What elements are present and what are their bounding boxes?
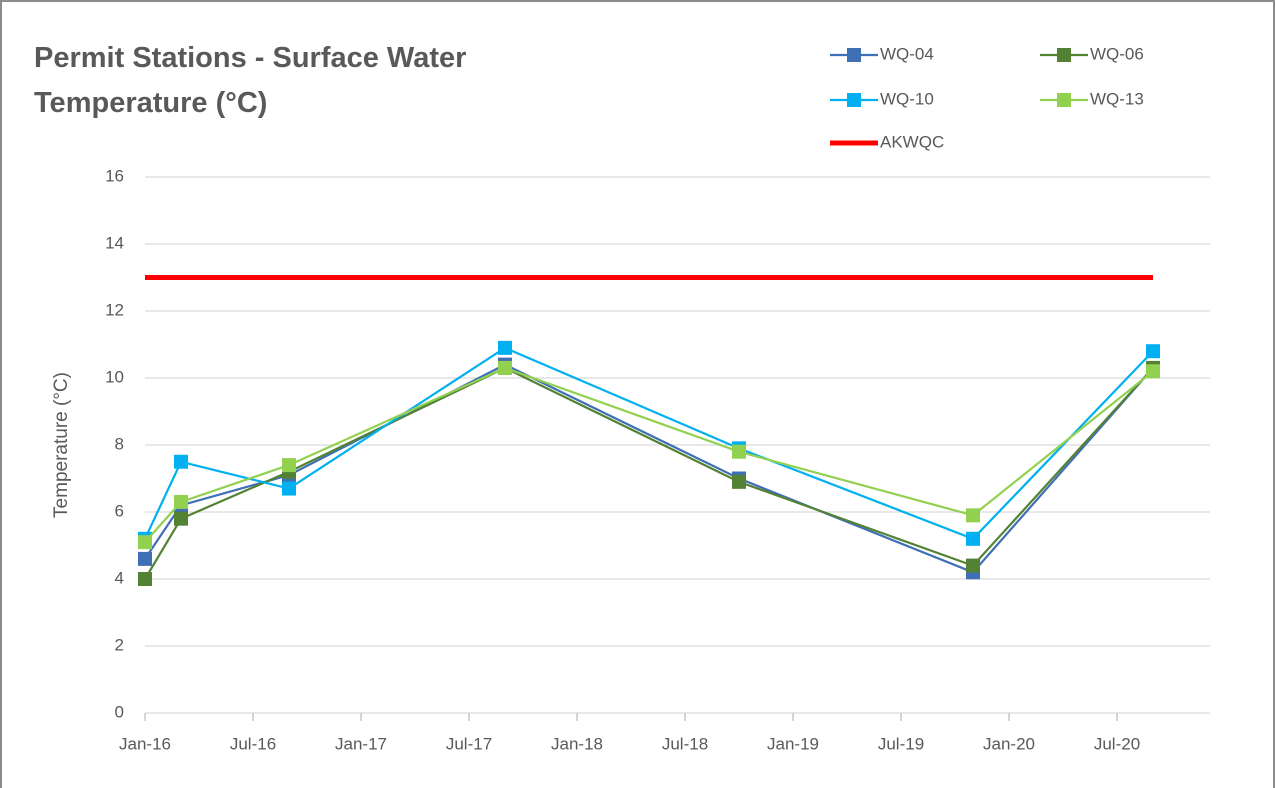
- legend-marker: [847, 93, 861, 107]
- data-point: [282, 458, 296, 473]
- data-point: [174, 454, 188, 469]
- y-tick-label: 10: [105, 367, 124, 386]
- y-tick-label: 4: [115, 568, 124, 587]
- data-point: [498, 360, 512, 375]
- legend-label: WQ-06: [1090, 44, 1144, 63]
- data-point: [732, 474, 746, 489]
- x-tick-label: Jan-19: [767, 734, 819, 753]
- x-tick-label: Jan-16: [119, 734, 171, 753]
- x-tick-label: Jan-20: [983, 734, 1035, 753]
- y-tick-label: 0: [115, 702, 124, 721]
- legend-marker: [847, 48, 861, 62]
- x-tick-label: Jul-18: [662, 734, 708, 753]
- data-point: [732, 444, 746, 459]
- data-point: [966, 508, 980, 523]
- data-point: [174, 494, 188, 509]
- data-point: [1146, 364, 1160, 379]
- y-tick-label: 6: [115, 501, 124, 520]
- x-tick-label: Jan-17: [335, 734, 387, 753]
- y-tick-label: 16: [105, 166, 124, 185]
- x-tick-label: Jul-16: [230, 734, 276, 753]
- x-tick-label: Jan-18: [551, 734, 603, 753]
- y-tick-label: 12: [105, 300, 124, 319]
- legend-label: WQ-10: [880, 89, 934, 108]
- data-point: [282, 481, 296, 496]
- legend-marker: [1057, 93, 1071, 107]
- legend-label: WQ-13: [1090, 89, 1144, 108]
- data-point: [174, 511, 188, 526]
- x-tick-label: Jul-19: [878, 734, 924, 753]
- data-point: [966, 531, 980, 546]
- data-point: [966, 558, 980, 573]
- legend-label: AKWQC: [880, 132, 944, 151]
- data-point: [138, 535, 152, 550]
- data-point: [138, 572, 152, 586]
- x-tick-label: Jul-20: [1094, 734, 1140, 753]
- y-tick-label: 14: [105, 233, 124, 252]
- data-point: [1146, 344, 1160, 359]
- y-tick-label: 8: [115, 434, 124, 453]
- y-axis-label: Temperature (°C): [51, 372, 72, 518]
- chart-title: Permit Stations - Surface Water Temperat…: [34, 42, 467, 119]
- data-point: [138, 551, 152, 566]
- data-point: [498, 340, 512, 355]
- legend-marker: [1057, 48, 1071, 62]
- legend-label: WQ-04: [880, 44, 934, 63]
- y-tick-label: 2: [115, 635, 124, 654]
- x-tick-label: Jul-17: [446, 734, 492, 753]
